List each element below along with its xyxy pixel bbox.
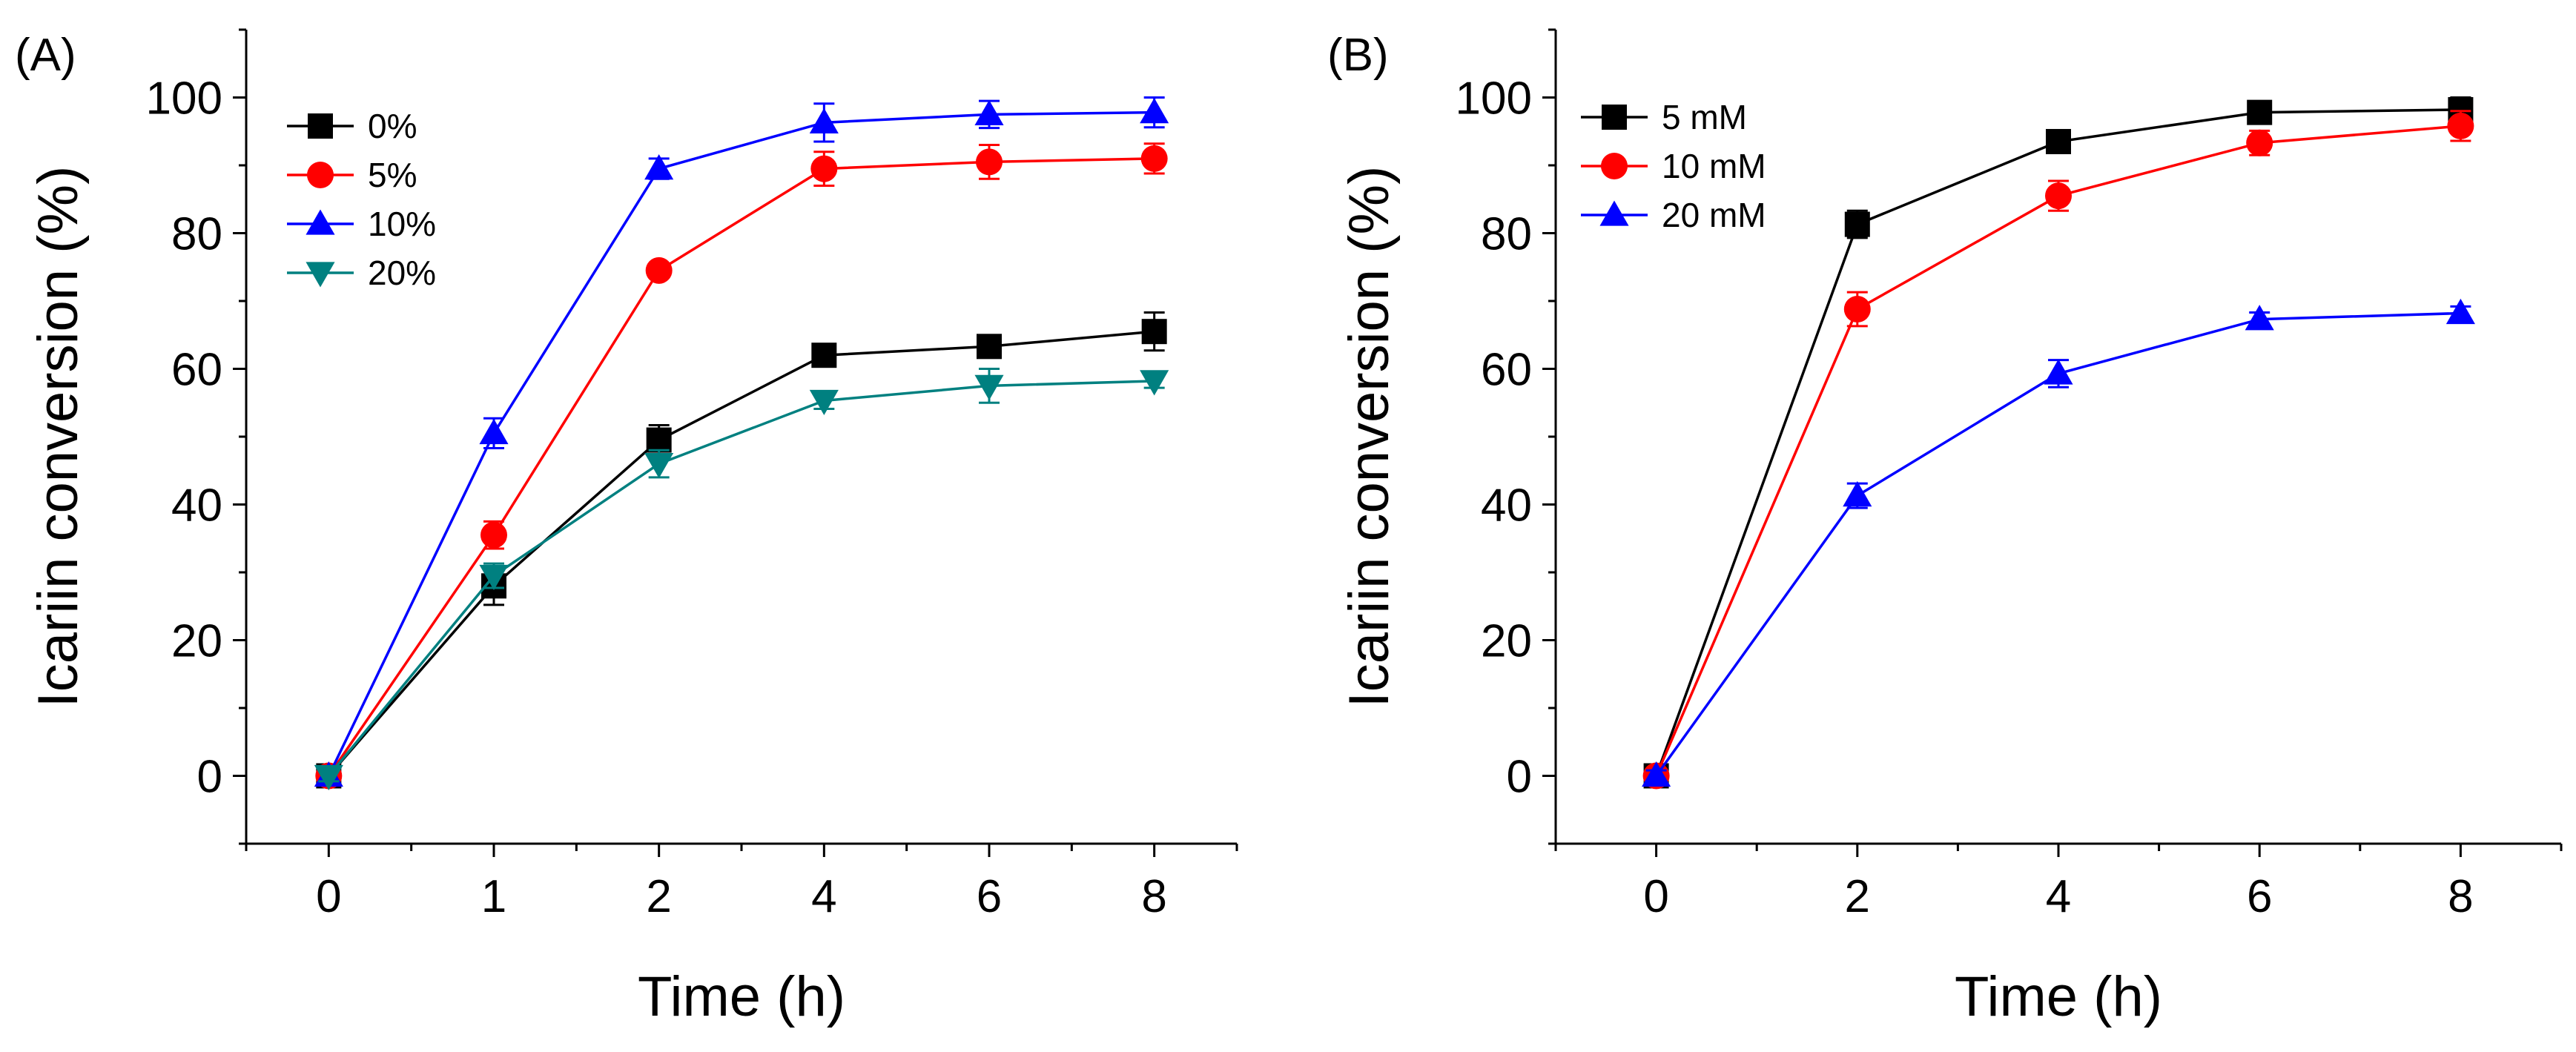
- y-tick-label: 20: [171, 616, 222, 667]
- legend-marker: [307, 162, 334, 188]
- series-20-mm: [1642, 298, 2475, 787]
- y-axis-title: Icariin conversion (%): [27, 166, 90, 708]
- x-tick-label: 4: [2046, 871, 2071, 922]
- x-tick-label: 4: [811, 871, 836, 922]
- data-point: [1642, 761, 1671, 787]
- data-point: [809, 107, 839, 134]
- data-point: [1140, 98, 1169, 124]
- legend-marker: [1601, 153, 1628, 179]
- data-point: [1843, 295, 1871, 322]
- y-tick-label: 60: [171, 345, 222, 396]
- x-tick-label: 6: [977, 871, 1002, 922]
- legend-label: 10%: [368, 205, 436, 243]
- legend-label: 5%: [368, 156, 417, 194]
- legend-marker: [306, 262, 335, 288]
- legend-marker: [1602, 105, 1627, 130]
- series-5-: [315, 142, 1168, 790]
- y-tick-label: 0: [1507, 752, 1532, 803]
- x-tick-label: 6: [2247, 871, 2272, 922]
- y-tick-label: 100: [1456, 73, 1532, 125]
- series-line: [327, 110, 1155, 777]
- data-point: [644, 154, 674, 180]
- legend: 5 mM 10 mM 20 mM: [1581, 98, 1766, 234]
- panel-a: (A) 0 20 40 60 80 100 0 1 2 4 6 8 Time (h) Icariin con…: [15, 28, 1238, 1028]
- panel-b: (B) 0 20 40 60 80 100 0 2 4 6 8 Time (h) Icariin conv…: [1327, 28, 2563, 1028]
- series-line: [1654, 125, 2461, 777]
- data-point: [2447, 112, 2474, 139]
- legend-label: 20%: [368, 254, 436, 292]
- series-0-: [316, 311, 1167, 789]
- data-point: [1844, 211, 1870, 237]
- data-point: [1140, 370, 1169, 396]
- data-point: [314, 764, 343, 791]
- x-tick-label: 0: [316, 871, 341, 922]
- data-point: [2046, 128, 2071, 154]
- x-tick-label: 1: [481, 871, 506, 922]
- data-point: [2245, 305, 2274, 331]
- x-tick-label: 8: [2448, 871, 2473, 922]
- data-point: [976, 148, 1003, 176]
- data-point: [977, 334, 1002, 360]
- legend-label: 10 mM: [1662, 147, 1766, 185]
- legend-marker: [308, 113, 333, 139]
- y-tick-label: 40: [171, 480, 222, 532]
- legend-label: 5 mM: [1662, 98, 1747, 136]
- series-line: [327, 157, 1155, 777]
- y-tick-label: 80: [171, 209, 222, 260]
- data-point: [809, 389, 839, 416]
- x-axis-title: Time (h): [638, 965, 845, 1028]
- legend-label: 20 mM: [1662, 196, 1766, 234]
- data-point: [1140, 145, 1168, 172]
- x-tick-label: 0: [1643, 871, 1668, 922]
- panel-label: (A): [15, 30, 76, 81]
- y-tick-label: 100: [146, 73, 222, 125]
- x-axis-title: Time (h): [1955, 965, 2162, 1028]
- data-point: [2246, 129, 2273, 156]
- legend-marker: [1599, 200, 1629, 226]
- data-point: [644, 452, 674, 479]
- data-point: [480, 521, 507, 549]
- legend-marker: [306, 209, 335, 235]
- data-point: [2044, 359, 2073, 385]
- series-line: [327, 380, 1155, 777]
- series-10-mm: [1642, 110, 2474, 790]
- legend: 0% 5% 10% 20%: [287, 107, 436, 292]
- y-tick-label: 80: [1481, 209, 1532, 260]
- y-tick-label: 60: [1481, 345, 1532, 396]
- data-point: [646, 427, 672, 453]
- y-tick-label: 20: [1481, 616, 1532, 667]
- data-point: [2247, 99, 2273, 125]
- data-point: [2445, 298, 2475, 325]
- data-point: [1141, 319, 1167, 345]
- x-tick-label: 2: [1845, 871, 1870, 922]
- series-20-: [314, 368, 1169, 791]
- panel-label: (B): [1327, 30, 1389, 81]
- data-point: [479, 418, 509, 445]
- series-10-: [314, 96, 1169, 787]
- x-tick-label: 8: [1141, 871, 1166, 922]
- y-axis-title: Icariin conversion (%): [1338, 166, 1401, 708]
- data-point: [1843, 481, 1872, 507]
- data-point: [811, 343, 837, 368]
- data-point: [974, 99, 1004, 126]
- x-tick-label: 2: [646, 871, 671, 922]
- data-point: [974, 374, 1004, 400]
- data-point: [479, 564, 509, 591]
- y-tick-label: 0: [197, 752, 222, 803]
- y-tick-label: 40: [1481, 480, 1532, 532]
- data-point: [2045, 182, 2072, 210]
- series-line: [328, 330, 1155, 777]
- data-point: [645, 257, 673, 284]
- data-point: [810, 155, 838, 182]
- legend-label: 0%: [368, 107, 417, 145]
